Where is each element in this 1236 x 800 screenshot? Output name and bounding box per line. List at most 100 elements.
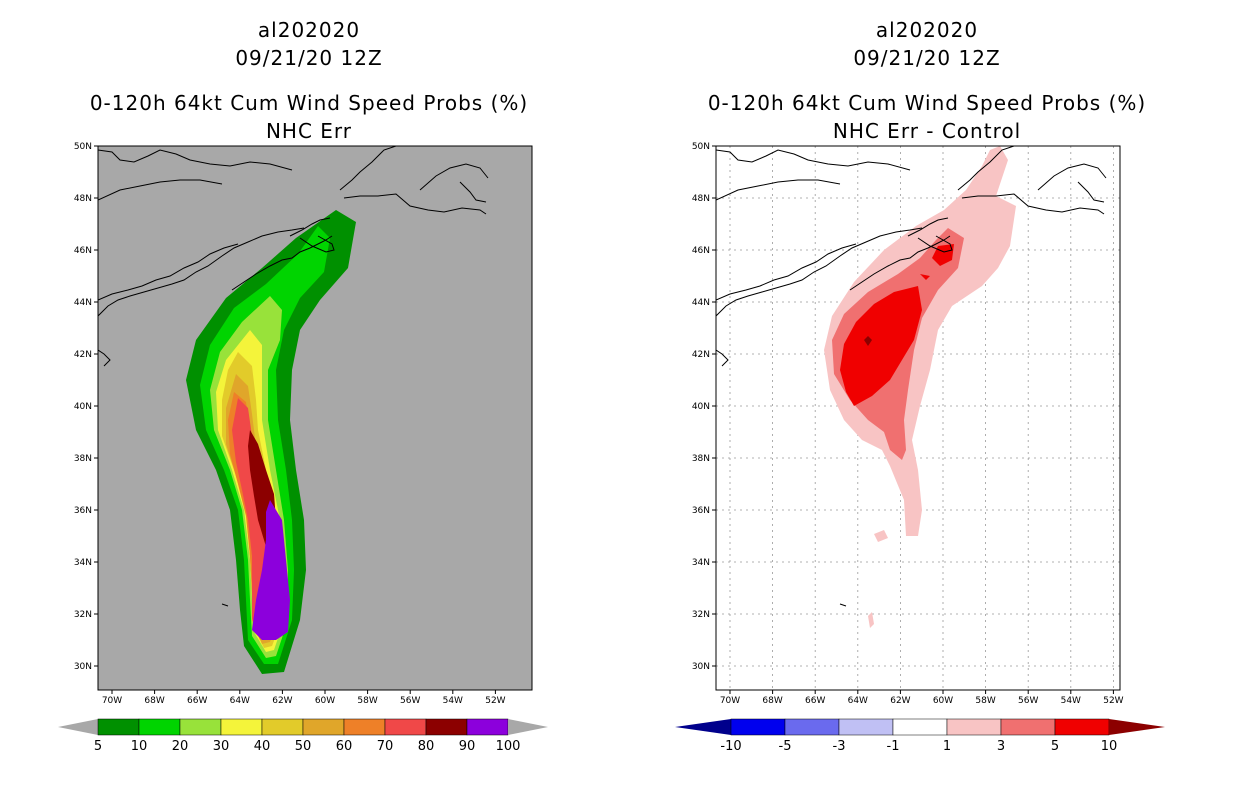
colorbar-label: 40 — [254, 739, 271, 754]
colorbar-swatch — [97, 718, 140, 736]
right-latitude-axis: 50N 48N 46N 44N 42N 40N 38N 36N 34N 32N 30N — [692, 142, 716, 672]
lat-tick-label: 30N — [692, 662, 710, 672]
colorbar-swatch — [466, 718, 509, 736]
colorbar-label: 60 — [336, 739, 353, 754]
left-product-title: 0-120h 64kt Cum Wind Speed Probs (%) — [89, 91, 529, 115]
colorbar-high-arrow — [508, 719, 548, 735]
colorbar-swatch — [784, 718, 840, 736]
lon-tick-label: 66W — [187, 696, 207, 706]
lat-tick-label: 34N — [692, 558, 710, 568]
left-colorbar: 5 10 20 30 40 50 60 70 80 90 100 — [58, 718, 548, 754]
colorbar-label: -10 — [720, 739, 741, 754]
colorbar-swatch — [302, 718, 345, 736]
colorbar-swatch — [179, 718, 222, 736]
colorbar-label: 5 — [94, 739, 102, 754]
lon-tick-label: 58W — [975, 696, 995, 706]
colorbar-swatch — [946, 718, 1002, 736]
colorbar-label: -3 — [833, 739, 846, 754]
lon-tick-label: 68W — [762, 696, 782, 706]
right-difference-map: 50N 48N 46N 44N 42N 40N 38N 36N 34N 32N 30N 70W 68W… — [675, 142, 1165, 754]
colorbar-swatch — [838, 718, 894, 736]
lat-tick-label: 50N — [692, 142, 710, 152]
colorbar-label: 80 — [418, 739, 435, 754]
colorbar-low-arrow — [675, 719, 731, 735]
left-probability-map: 50N 48N 46N 44N 42N 40N 38N 36N 34N 32N 30N 70W 68W… — [58, 142, 548, 754]
lon-tick-label: 62W — [890, 696, 910, 706]
lat-tick-label: 36N — [74, 506, 92, 516]
right-difference-contours — [824, 146, 1016, 628]
lat-tick-label: 44N — [74, 298, 92, 308]
lat-tick-label: 32N — [74, 610, 92, 620]
colorbar-label: 1 — [943, 739, 951, 754]
lat-tick-label: 50N — [74, 142, 92, 152]
lat-tick-label: 46N — [692, 246, 710, 256]
lon-tick-label: 54W — [443, 696, 463, 706]
right-coastline — [716, 146, 1107, 607]
colorbar-swatch — [730, 718, 786, 736]
colorbar-low-arrow — [58, 719, 98, 735]
left-map-panel: al202020 09/21/20 12Z 0-120h 64kt Cum Wi… — [58, 18, 548, 754]
right-map-panel: al202020 09/21/20 12Z 0-120h 64kt Cum Wi… — [618, 0, 1236, 800]
lat-tick-label: 48N — [692, 194, 710, 204]
right-storm-id: al202020 — [875, 18, 979, 42]
lon-tick-label: 56W — [1018, 696, 1038, 706]
lon-tick-label: 52W — [1103, 696, 1123, 706]
lon-tick-label: 60W — [315, 696, 335, 706]
lat-tick-label: 38N — [692, 454, 710, 464]
colorbar-swatch — [1000, 718, 1056, 736]
colorbar-label: -5 — [779, 739, 792, 754]
lon-tick-label: 68W — [144, 696, 164, 706]
lon-tick-label: 58W — [357, 696, 377, 706]
colorbar-label: 5 — [1051, 739, 1059, 754]
lon-tick-label: 66W — [805, 696, 825, 706]
colorbar-swatch — [220, 718, 263, 736]
colorbar-swatch — [343, 718, 386, 736]
lat-tick-label: 36N — [692, 506, 710, 516]
lon-tick-label: 56W — [400, 696, 420, 706]
lat-tick-label: 40N — [74, 402, 92, 412]
colorbar-label: 3 — [997, 739, 1005, 754]
right-product-title: 0-120h 64kt Cum Wind Speed Probs (%) — [707, 91, 1147, 115]
colorbar-swatch — [1054, 718, 1110, 736]
right-subtitle: NHC Err - Control — [832, 119, 1022, 143]
left-datetime: 09/21/20 12Z — [235, 46, 383, 70]
colorbar-label: 90 — [459, 739, 476, 754]
right-colorbar: -10 -5 -3 -1 1 3 5 10 — [675, 718, 1165, 754]
left-longitude-axis: 70W 68W 66W 64W 62W 60W 58W 56W 54W 52W — [102, 690, 506, 706]
lon-tick-label: 70W — [720, 696, 740, 706]
lon-tick-label: 60W — [933, 696, 953, 706]
colorbar-swatch — [261, 718, 304, 736]
lat-tick-label: 38N — [74, 454, 92, 464]
lat-tick-label: 32N — [692, 610, 710, 620]
colorbar-swatch — [384, 718, 427, 736]
lat-tick-label: 42N — [692, 350, 710, 360]
colorbar-swatch — [425, 718, 468, 736]
right-longitude-axis: 70W 68W 66W 64W 62W 60W 58W 56W 54W 52W — [720, 690, 1124, 706]
lat-tick-label: 34N — [74, 558, 92, 568]
colorbar-swatch — [138, 718, 181, 736]
lon-tick-label: 64W — [230, 696, 250, 706]
colorbar-label: 30 — [213, 739, 230, 754]
colorbar-label: -1 — [887, 739, 900, 754]
lat-tick-label: 30N — [74, 662, 92, 672]
colorbar-label: 20 — [172, 739, 189, 754]
colorbar-swatch — [892, 718, 948, 736]
colorbar-label: 10 — [131, 739, 148, 754]
left-storm-id: al202020 — [257, 18, 361, 42]
lon-tick-label: 64W — [848, 696, 868, 706]
colorbar-label: 10 — [1101, 739, 1118, 754]
lon-tick-label: 52W — [485, 696, 505, 706]
lat-tick-label: 46N — [74, 246, 92, 256]
left-subtitle: NHC Err — [265, 119, 353, 143]
left-coastline — [98, 146, 489, 607]
left-latitude-axis: 50N 48N 46N 44N 42N 40N 38N 36N 34N 32N 30N — [74, 142, 98, 672]
lon-tick-label: 62W — [272, 696, 292, 706]
lat-tick-label: 48N — [74, 194, 92, 204]
lon-tick-label: 54W — [1061, 696, 1081, 706]
right-datetime: 09/21/20 12Z — [853, 46, 1001, 70]
lat-tick-label: 44N — [692, 298, 710, 308]
colorbar-label: 70 — [377, 739, 394, 754]
colorbar-label: 50 — [295, 739, 312, 754]
lat-tick-label: 40N — [692, 402, 710, 412]
colorbar-label: 100 — [496, 739, 521, 754]
